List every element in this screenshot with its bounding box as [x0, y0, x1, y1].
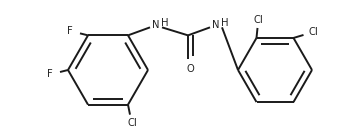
Text: H: H [221, 18, 229, 28]
Text: N: N [152, 20, 160, 30]
Text: Cl: Cl [309, 27, 318, 37]
Text: N: N [212, 20, 220, 30]
Text: H: H [161, 18, 169, 28]
Text: Cl: Cl [127, 118, 137, 128]
Text: F: F [67, 26, 73, 36]
Text: O: O [186, 64, 194, 74]
Text: Cl: Cl [254, 15, 264, 25]
Text: F: F [47, 69, 53, 79]
